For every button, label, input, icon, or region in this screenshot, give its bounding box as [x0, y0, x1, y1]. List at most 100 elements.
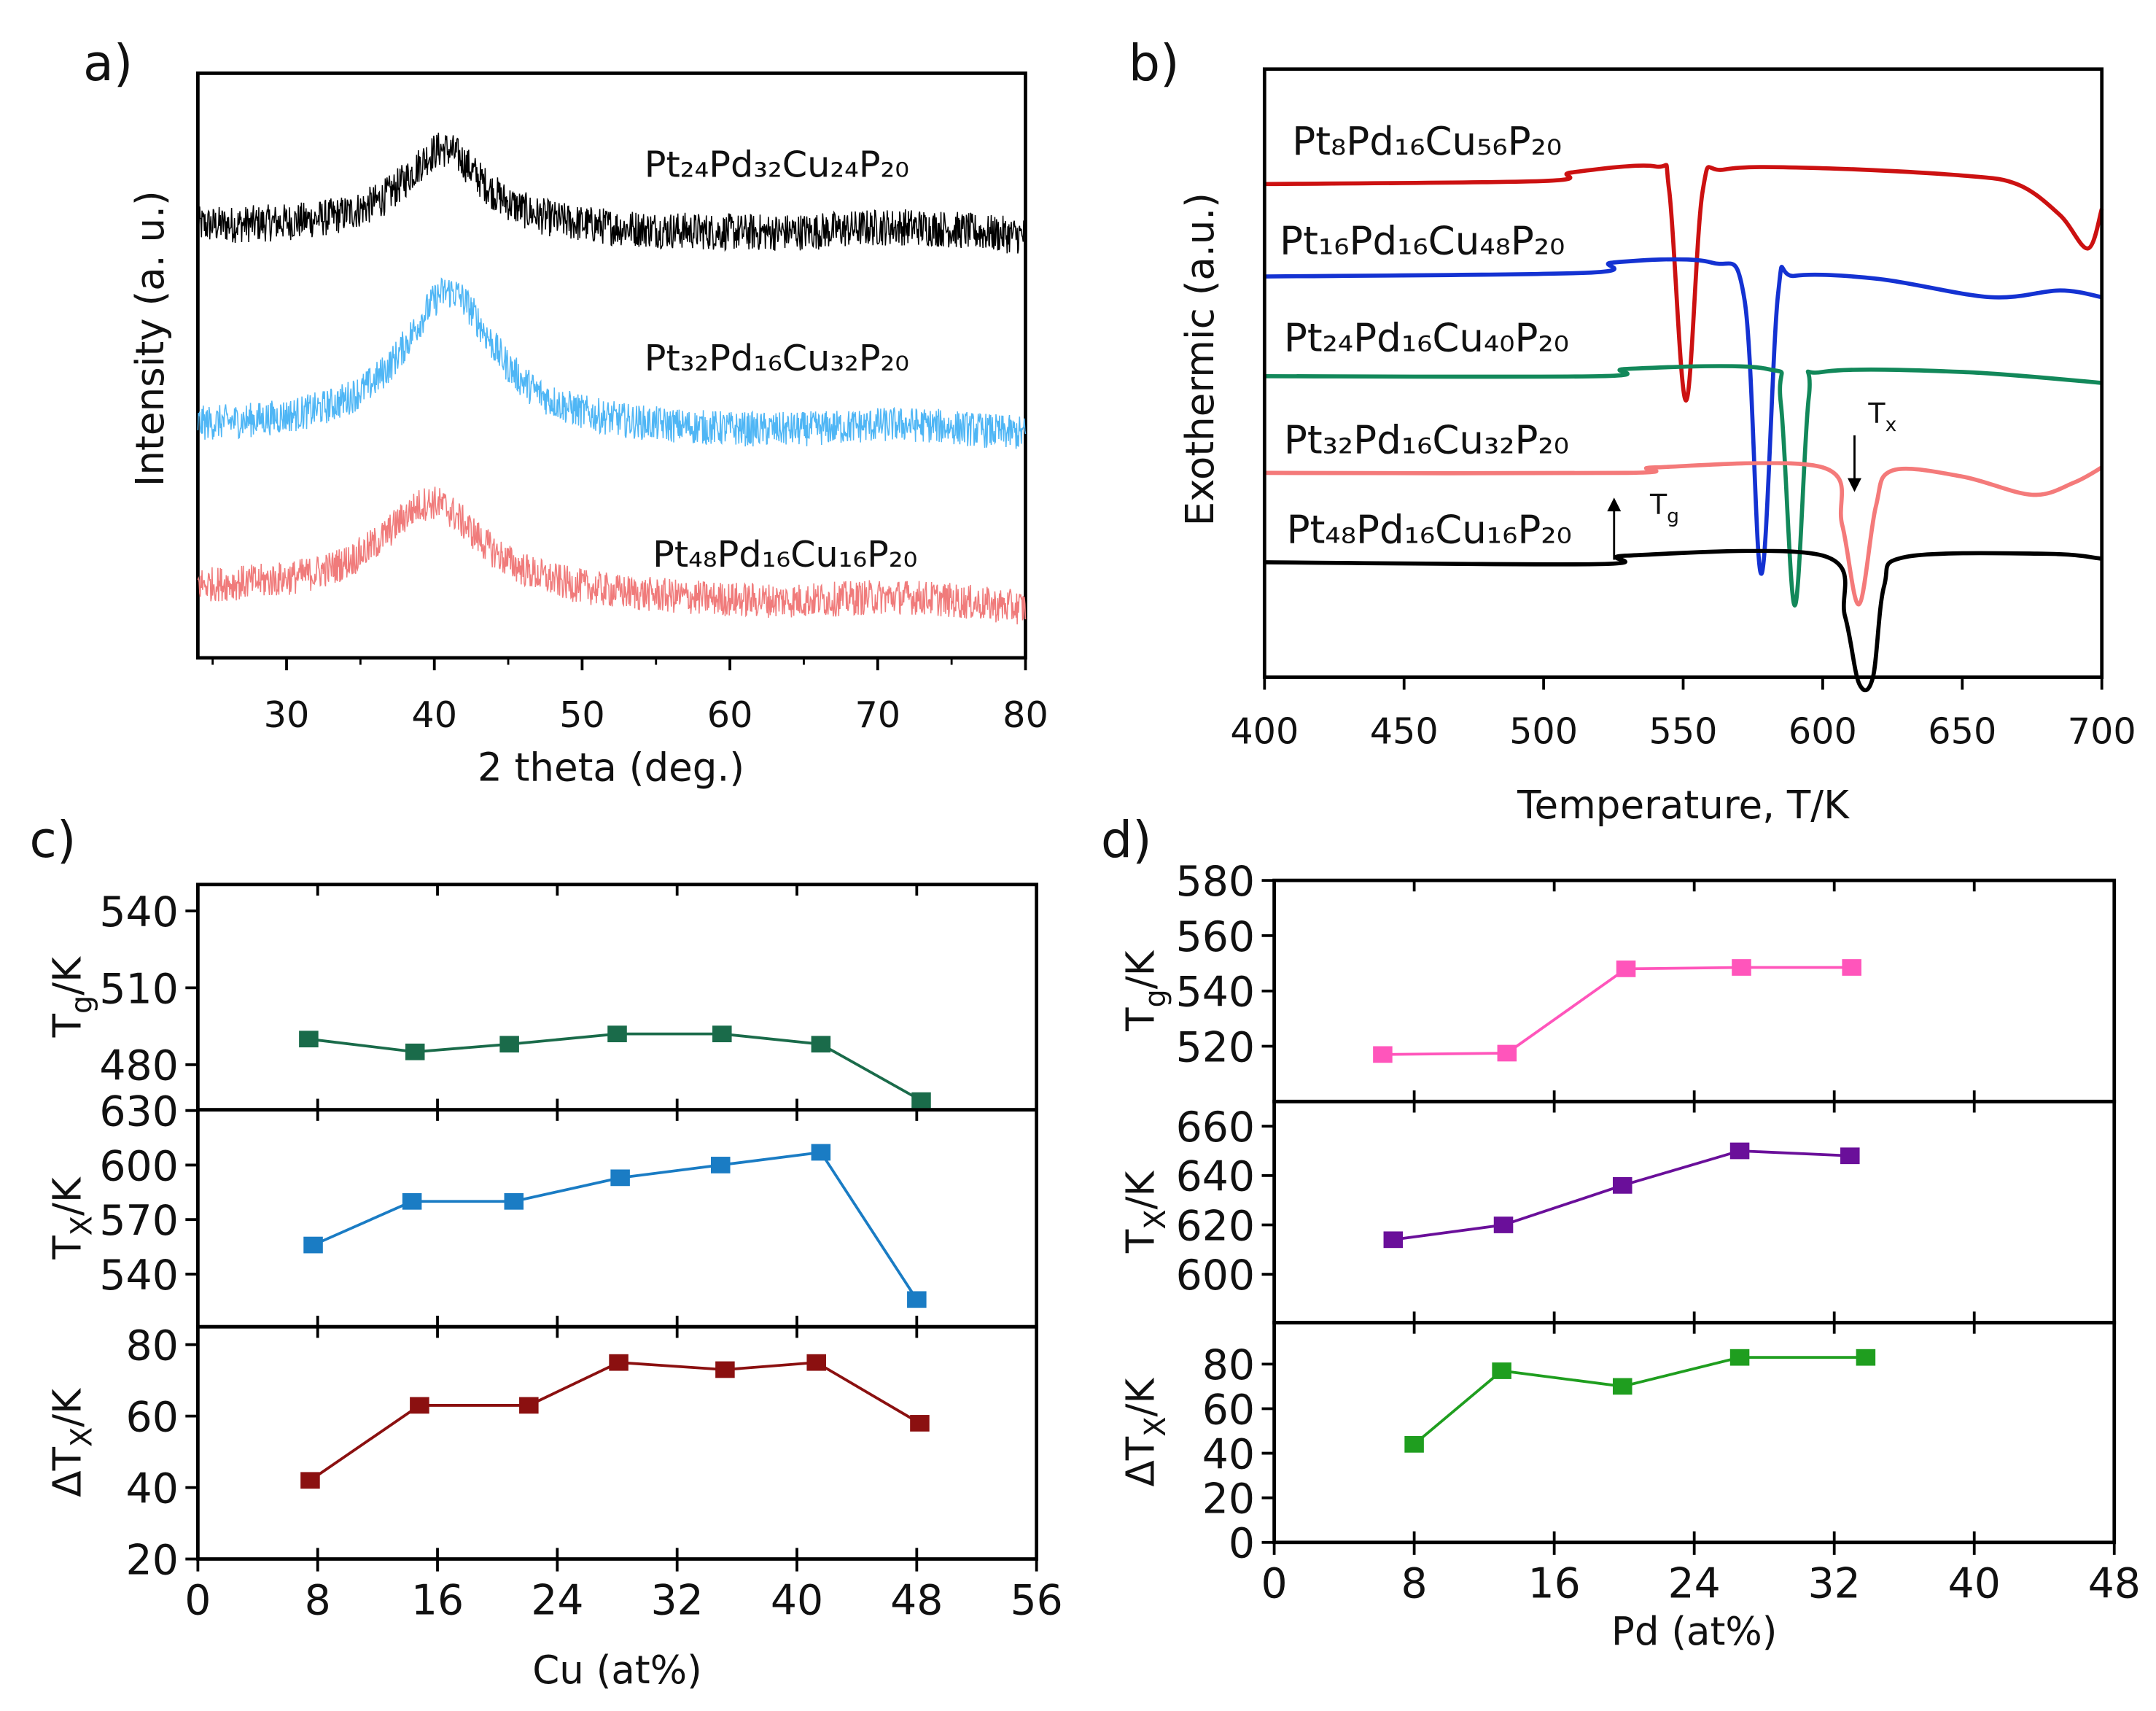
data-point [1616, 961, 1636, 977]
ylabel-sub: X [65, 1427, 98, 1447]
data-point [504, 1192, 524, 1210]
y-tick-label: 40 [1202, 1430, 1255, 1478]
data-point [299, 1031, 319, 1048]
y-tick-label: 660 [1176, 1103, 1255, 1152]
dsc-series-3 [1264, 463, 2101, 605]
x-axis-label: Cu (at%) [532, 1648, 702, 1693]
ylabel-tail: /K [44, 1388, 90, 1427]
y-axis-label: Tg/K [1118, 950, 1172, 1032]
data-point [405, 1043, 425, 1060]
dsc-series-2 [1264, 366, 2101, 605]
x-tick-label: 24 [531, 1576, 583, 1624]
x-tick-label: 30 [264, 694, 310, 736]
data-point [610, 1169, 630, 1187]
series-line [309, 1361, 921, 1482]
x-tick-label: 48 [2088, 1560, 2141, 1608]
ylabel-sub: X [65, 1216, 98, 1235]
x-tick-label: 450 [1370, 710, 1439, 753]
data-point [607, 1025, 627, 1043]
y-tick-label: 540 [1176, 969, 1255, 1017]
data-point [1729, 1142, 1750, 1160]
panel-label-b: b) [1129, 35, 1180, 93]
ylabel-main: T [44, 1013, 90, 1038]
ylabel-tail: /K [1118, 950, 1164, 989]
y-tick-label: 60 [1202, 1386, 1255, 1434]
y-axis-label: Tg/K [44, 956, 98, 1039]
series-label: Pt₄₈Pd₁₆Cu₁₆P₂₀ [653, 533, 917, 575]
ylabel-sub: X [1139, 1209, 1172, 1229]
data-point [300, 1472, 320, 1489]
data-point [806, 1354, 826, 1371]
y-tick-label: 20 [1202, 1475, 1255, 1524]
panel-label-a: a) [83, 35, 133, 93]
y-tick-label: 630 [99, 1088, 178, 1136]
y-tick-label: 60 [126, 1393, 179, 1441]
x-tick-label: 40 [411, 694, 457, 736]
dsc-series-0 [1264, 165, 2101, 400]
y-tick-label: 570 [99, 1197, 178, 1245]
series-label: Pt₃₂Pd₁₆Cu₃₂P₂₀ [1284, 418, 1569, 463]
ylabel-tail: /K [44, 1176, 90, 1216]
x-tick-label: 32 [1808, 1560, 1861, 1608]
y-tick-label: 80 [126, 1322, 179, 1370]
data-point [710, 1157, 731, 1173]
data-point [1729, 1349, 1750, 1366]
xrd-series-1 [197, 277, 1027, 449]
x-tick-label: 400 [1230, 710, 1299, 753]
y-tick-label: 540 [99, 888, 178, 936]
data-point [410, 1397, 429, 1414]
x-tick-label: 40 [771, 1576, 823, 1624]
y-axis-label: ΔTX/K [1118, 1378, 1172, 1487]
tx-arrow-head [1848, 478, 1861, 492]
y-tick-label: 600 [99, 1142, 178, 1190]
ylabel-tail: /K [1118, 1378, 1164, 1417]
tg-annotation: Tg [1649, 489, 1679, 527]
tg-main: T [1649, 489, 1667, 521]
y-tick-label: 40 [126, 1464, 179, 1513]
data-point [1404, 1435, 1424, 1453]
x-tick-label: 56 [1010, 1576, 1062, 1624]
subplot-frame-0 [1272, 878, 2117, 1103]
series-line [1393, 1149, 1850, 1241]
tx-main: T [1867, 397, 1885, 430]
x-tick-label: 650 [1928, 710, 1996, 753]
data-point [1497, 1044, 1517, 1062]
subplot-frame-0 [196, 882, 1039, 1112]
data-point [715, 1361, 735, 1378]
data-point [1493, 1217, 1514, 1233]
data-point [1612, 1176, 1632, 1194]
subplot-frame-1 [1272, 1099, 2117, 1324]
y-tick-label: 480 [99, 1042, 178, 1090]
x-tick-label: 24 [1668, 1560, 1721, 1608]
y-tick-label: 20 [126, 1536, 179, 1584]
xrd-series-2 [197, 486, 1027, 625]
ylabel-sub: X [1139, 1417, 1172, 1437]
x-tick-label: 16 [411, 1576, 464, 1624]
tg-sub: g [1667, 505, 1679, 527]
panel-label-d: d) [1101, 812, 1152, 869]
y-axis-label: Intensity (a. u.) [128, 190, 173, 486]
tx-sub: x [1885, 414, 1897, 436]
subplot-frame-2 [1272, 1321, 2117, 1545]
y-axis-label: ΔTX/K [44, 1388, 98, 1497]
data-point [609, 1354, 628, 1371]
data-point [712, 1025, 732, 1043]
tx-annotation: Tx [1867, 397, 1896, 436]
y-axis-label: TX/K [44, 1176, 98, 1260]
dsc-series-1 [1264, 259, 2101, 573]
ylabel-main: T [44, 1235, 90, 1260]
ylabel-main: T [1118, 1229, 1164, 1254]
x-tick-label: 16 [1528, 1560, 1580, 1608]
y-tick-label: 600 [1176, 1252, 1255, 1300]
x-axis-label: Temperature, T/K [1517, 783, 1850, 828]
x-tick-label: 40 [1948, 1560, 2001, 1608]
ylabel-sub: g [65, 996, 98, 1014]
xrd-series-0 [197, 132, 1026, 254]
ylabel-main: ΔT [1118, 1436, 1164, 1486]
ylabel-tail: /K [1118, 1171, 1164, 1210]
data-point [907, 1291, 927, 1308]
x-tick-label: 48 [890, 1576, 943, 1624]
data-point [811, 1144, 831, 1161]
data-point [1856, 1349, 1876, 1366]
